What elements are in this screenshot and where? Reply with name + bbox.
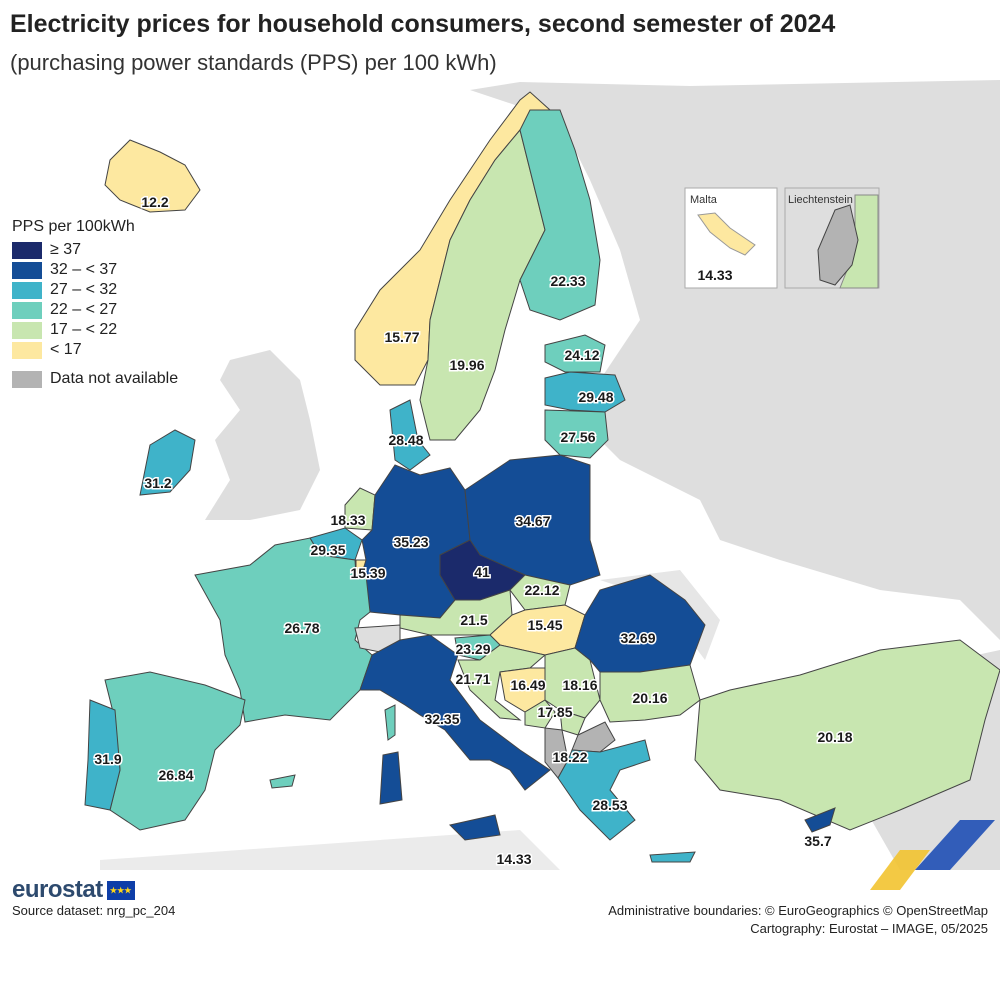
- value-hungary: 15.45: [527, 617, 562, 633]
- value-portugal: 31.9: [94, 751, 121, 767]
- value-montenegro: 17.85: [537, 704, 572, 720]
- value-belgium: 29.35: [310, 542, 345, 558]
- crete-shape: [649, 851, 696, 863]
- value-bosnia: 16.49: [510, 677, 545, 693]
- italy-shape: [359, 634, 551, 791]
- value-cyprus: 35.7: [804, 833, 831, 849]
- value-romania: 32.69: [620, 630, 655, 646]
- legend-label: 22 – < 27: [50, 301, 118, 318]
- greece-shape: [557, 739, 651, 841]
- legend-title: PPS per 100kWh: [12, 218, 135, 235]
- value-ireland: 31.2: [144, 475, 171, 491]
- legend-swatch: [12, 301, 42, 319]
- legend-label: < 17: [50, 341, 82, 358]
- legend-item-na: Data not available: [12, 369, 178, 389]
- value-turkiye: 20.18: [817, 729, 852, 745]
- value-poland: 34.67: [515, 513, 550, 529]
- legend-item: 27 – < 32: [12, 280, 178, 300]
- north-macedonia-shape: [571, 721, 616, 753]
- malta-inset-value: 14.33: [697, 267, 732, 283]
- legend-item: 17 – < 22: [12, 320, 178, 340]
- legend-item: 22 – < 27: [12, 300, 178, 320]
- denmark-shape: [389, 399, 431, 471]
- estonia-shape: [544, 334, 606, 373]
- portugal-shape: [84, 699, 121, 811]
- legend-swatch: [12, 370, 42, 388]
- eurostat-corner-graphic: [870, 820, 995, 890]
- value-malta: 14.33: [496, 851, 531, 867]
- malta-inset: Malta 14.33: [684, 187, 778, 289]
- value-norway: 15.77: [384, 329, 419, 345]
- value-north-macedonia: 18.22: [552, 749, 587, 765]
- legend-label: 32 – < 37: [50, 261, 118, 278]
- sardinia-shape: [379, 751, 403, 805]
- value-slovenia: 23.29: [455, 641, 490, 657]
- corsica-shape: [384, 704, 396, 741]
- value-austria: 21.5: [460, 612, 487, 628]
- value-france: 26.78: [284, 620, 319, 636]
- logo-text: eurostat: [12, 876, 103, 903]
- value-greece: 28.53: [592, 797, 627, 813]
- value-bulgaria: 20.16: [632, 690, 667, 706]
- austria-shape: [399, 589, 513, 636]
- cyprus-shape: [804, 807, 836, 833]
- value-spain: 26.84: [158, 767, 193, 783]
- eurostat-logo: eurostat ★★★: [12, 876, 135, 904]
- malta-inset-title: Malta: [690, 194, 718, 206]
- value-croatia: 21.71: [455, 671, 490, 687]
- value-germany: 35.23: [393, 534, 428, 550]
- legend: PPS per 100kWh ≥ 37 32 – < 37 27 – < 32 …: [12, 218, 178, 389]
- value-netherlands: 18.33: [330, 512, 365, 528]
- legend-item: 32 – < 37: [12, 260, 178, 280]
- value-luxembourg: 15.39: [350, 565, 385, 581]
- value-finland: 22.33: [550, 273, 585, 289]
- value-denmark: 28.48: [388, 432, 423, 448]
- legend-swatch: [12, 341, 42, 359]
- legend-label: 17 – < 22: [50, 321, 118, 338]
- latvia-shape: [544, 371, 626, 413]
- turkiye-shape: [694, 639, 1000, 831]
- value-labels: 12.2 15.77 19.96 22.33 24.12 29.48 27.56…: [93, 193, 854, 869]
- legend-swatch: [12, 281, 42, 299]
- spain-shape: [104, 671, 246, 831]
- value-estonia: 24.12: [564, 347, 599, 363]
- legend-swatch: [12, 321, 42, 339]
- cartography-note: Cartography: Eurostat – IMAGE, 05/2025: [750, 921, 988, 936]
- map-subtitle: (purchasing power standards (PPS) per 10…: [10, 50, 497, 75]
- liechtenstein-inset: Liechtenstein: [784, 187, 880, 289]
- value-serbia: 18.16: [562, 677, 597, 693]
- legend-label: ≥ 37: [50, 241, 82, 258]
- legend-label: 27 – < 32: [50, 281, 118, 298]
- value-sweden: 19.96: [449, 357, 484, 373]
- value-iceland: 12.2: [141, 194, 168, 210]
- balearic-shape: [269, 774, 296, 789]
- boundaries-note: Administrative boundaries: © EuroGeograp…: [608, 903, 988, 918]
- value-italy: 32.35: [424, 711, 459, 727]
- countries: [84, 91, 1000, 863]
- slovakia-shape: [509, 574, 571, 611]
- liechtenstein-inset-title: Liechtenstein: [788, 194, 853, 206]
- value-latvia: 29.48: [578, 389, 613, 405]
- legend-label: Data not available: [50, 370, 179, 387]
- montenegro-shape: [524, 699, 556, 729]
- legend-item: < 17: [12, 340, 178, 360]
- map-title: Electricity prices for household consume…: [10, 10, 836, 38]
- value-lithuania: 27.56: [560, 429, 595, 445]
- source-note: Source dataset: nrg_pc_204: [12, 903, 176, 918]
- bulgaria-shape: [599, 664, 701, 723]
- value-slovakia: 22.12: [524, 582, 559, 598]
- legend-swatch: [12, 261, 42, 279]
- iceland-shape: [104, 139, 201, 213]
- finland-shape: [519, 109, 601, 321]
- eu-flag-icon: ★★★: [106, 880, 135, 900]
- legend-swatch: [12, 241, 42, 259]
- sicily-shape: [449, 814, 501, 841]
- ireland-shape: [139, 429, 196, 496]
- value-czechia: 41: [474, 564, 490, 580]
- legend-item: ≥ 37: [12, 240, 178, 260]
- lithuania-shape: [544, 409, 609, 459]
